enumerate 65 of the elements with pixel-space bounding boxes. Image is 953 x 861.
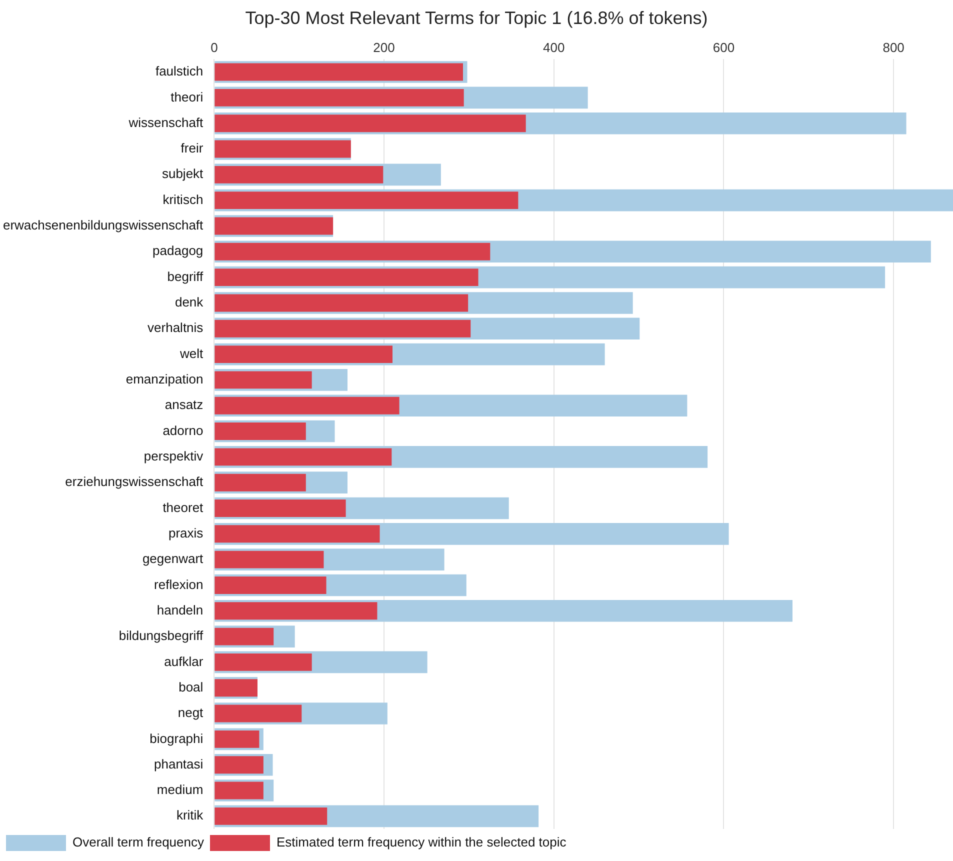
y-tick-label: verhaltnis (148, 320, 204, 336)
y-tick-label: theoret (162, 500, 204, 515)
y-tick-label: adorno (162, 422, 204, 438)
y-tick-label: gegenwart (142, 551, 204, 566)
y-tick-label: reflexion (154, 576, 204, 592)
bar (214, 422, 306, 440)
y-tick-label: ansatz (164, 397, 204, 412)
y-tick-label: kritisch (162, 192, 204, 207)
bar (214, 448, 392, 466)
bar (214, 550, 324, 568)
bar (214, 782, 264, 800)
bar (214, 294, 468, 312)
bar (214, 192, 518, 210)
y-tick-label: erziehungswissenschaft (65, 474, 204, 490)
y-tick-label: kritik (176, 808, 204, 823)
bar (214, 704, 302, 722)
bar (214, 396, 400, 414)
y-tick-label: praxis (168, 525, 204, 540)
bar (214, 653, 312, 671)
bar (214, 730, 260, 748)
bar (214, 474, 306, 492)
bar (214, 242, 490, 260)
y-tick-label: emanzipation (126, 372, 204, 387)
x-tick-label: 200 (373, 40, 395, 55)
y-tick-label: aufklar (164, 654, 204, 669)
bar (214, 525, 380, 543)
bar (214, 346, 393, 364)
chart-title: Top-30 Most Relevant Terms for Topic 1 (16.8% of tokens) (245, 8, 708, 28)
y-tick-label: wissenschaft (128, 114, 204, 130)
bar (214, 166, 384, 184)
y-tick-label: phantasi (154, 756, 204, 772)
y-tick-label: faulstich (155, 64, 204, 79)
y-tick-label: freir (180, 140, 204, 156)
bar (214, 63, 463, 81)
y-tick-label: perspektiv (144, 448, 204, 464)
y-tick-label: biographi (150, 730, 204, 746)
y-tick-label: subjekt (162, 166, 204, 182)
y-tick-label: negt (178, 705, 204, 720)
bar (214, 628, 274, 646)
bar (214, 114, 526, 132)
y-tick-label: medium (156, 782, 204, 798)
bar (214, 500, 346, 517)
x-tick-label: 0 (210, 40, 218, 55)
bar (214, 88, 464, 106)
y-tick-label: bildungsbegriff (118, 628, 204, 644)
x-tick-label: 400 (543, 40, 565, 55)
bar (214, 320, 471, 338)
bar (214, 756, 264, 774)
y-tick-label: welt (179, 346, 204, 361)
x-tick-label: 600 (712, 40, 735, 55)
y-tick-label: theori (170, 89, 204, 104)
bar (214, 576, 326, 594)
x-tick-label: 800 (882, 40, 904, 55)
legend-label: Overall term frequency (72, 834, 204, 850)
bar (214, 371, 312, 389)
y-tick-label: padagog (152, 243, 204, 258)
y-tick-label: erwachsenenbildungswissenschaft (2, 218, 204, 233)
y-tick-label: handeln (156, 602, 204, 618)
y-tick-label: boal (178, 679, 204, 694)
bar (214, 602, 378, 620)
bar (214, 807, 328, 825)
y-tick-label: denk (174, 294, 204, 310)
legend-label: Estimated term frequency within the selected topic (276, 834, 567, 850)
bar (214, 268, 478, 286)
y-tick-label: begriff (167, 268, 204, 284)
